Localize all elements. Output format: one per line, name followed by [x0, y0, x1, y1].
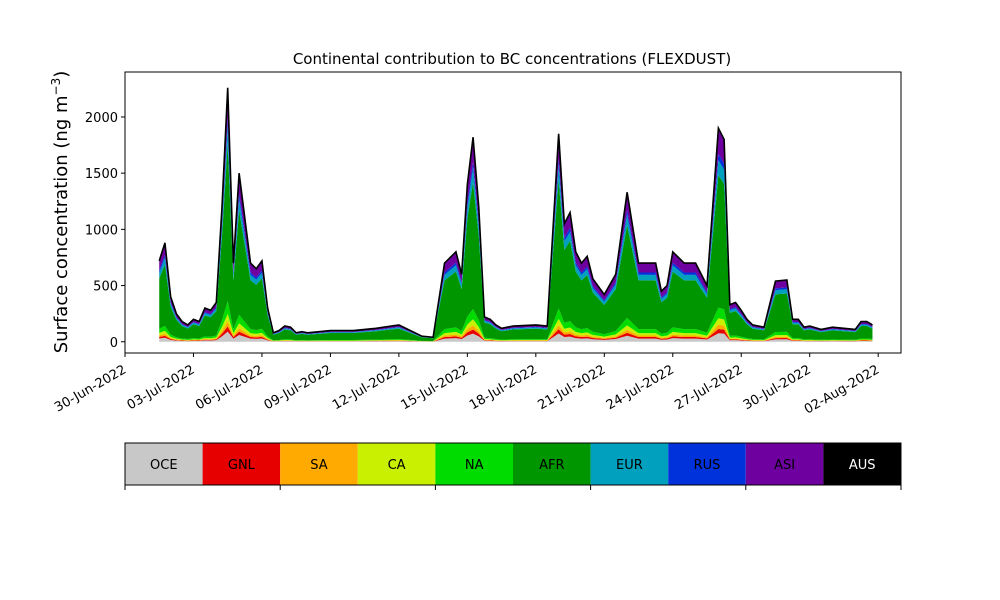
legend-label-asi: ASI [774, 458, 795, 473]
legend-swatch-afr [513, 443, 591, 485]
legend-label-oce: OCE [150, 458, 178, 473]
area-sa [159, 321, 873, 342]
area-afr [159, 143, 873, 342]
x-tick-label: 27-Jul-2022 [672, 362, 745, 413]
y-tick-label: 2000 [85, 111, 118, 126]
legend-swatch-aus [823, 443, 901, 485]
total-line [158, 87, 873, 339]
y-axis-label-close: ) [51, 71, 72, 78]
area-ca [159, 313, 873, 342]
x-tick-label: 30-Jun-2022 [52, 362, 129, 415]
x-tick-label: 21-Jul-2022 [535, 362, 608, 413]
legend-label-sa: SA [310, 458, 327, 473]
legend-label-na: NA [465, 458, 484, 473]
legend-label-eur: EUR [616, 458, 643, 473]
legend-frame [124, 442, 902, 486]
x-tick-label: 24-Jul-2022 [604, 362, 677, 413]
y-axis-label: Surface concentration (ng m−3) [49, 71, 72, 354]
legend-label-aus: AUS [849, 458, 876, 473]
y-axis-ticks: 0 500 1000 1500 2000 [85, 111, 125, 351]
y-tick-label: 0 [110, 336, 118, 351]
area-na [159, 301, 873, 342]
x-tick-label: 09-Jul-2022 [262, 362, 335, 413]
y-tick-label: 500 [93, 280, 118, 295]
x-tick-label: 06-Jul-2022 [193, 362, 266, 413]
legend-swatch-asi [745, 443, 824, 485]
y-tick-label: 1000 [85, 223, 118, 238]
x-axis-ticks: 30-Jun-202203-Jul-202206-Jul-202209-Jul-… [52, 353, 882, 418]
x-tick-label: 15-Jul-2022 [399, 362, 472, 413]
legend-label-afr: AFR [539, 458, 564, 473]
plot-frame [124, 71, 902, 354]
x-tick-label: 03-Jul-2022 [125, 362, 198, 413]
legend-swatch-oce [125, 443, 203, 485]
legend-swatch-na [435, 443, 513, 485]
legend-label-ca: CA [388, 458, 406, 473]
plot-area [158, 87, 873, 342]
x-tick-label: 02-Aug-2022 [802, 362, 882, 417]
x-tick-label: 12-Jul-2022 [330, 362, 403, 413]
area-gnl [159, 326, 873, 342]
legend-label-gnl: GNL [228, 458, 256, 473]
legend-colorbar: OCE GNL SA CA NA AFR EUR RUS ASI AUS [124, 442, 902, 490]
x-tick-label: 18-Jul-2022 [467, 362, 540, 413]
legend-swatch-rus [668, 443, 746, 485]
chart-title: Continental contribution to BC concentra… [293, 50, 731, 68]
legend-swatch-sa [280, 443, 358, 485]
y-axis-label-main: Surface concentration (ng m [51, 95, 72, 353]
y-axis-label-sup: −3 [49, 78, 63, 96]
area-oce [159, 331, 873, 342]
y-tick-label: 1500 [85, 167, 118, 182]
legend-label-rus: RUS [694, 458, 721, 473]
legend-swatch-gnl [202, 443, 281, 485]
legend-swatch-ca [357, 443, 436, 485]
legend-swatch-eur [590, 443, 669, 485]
